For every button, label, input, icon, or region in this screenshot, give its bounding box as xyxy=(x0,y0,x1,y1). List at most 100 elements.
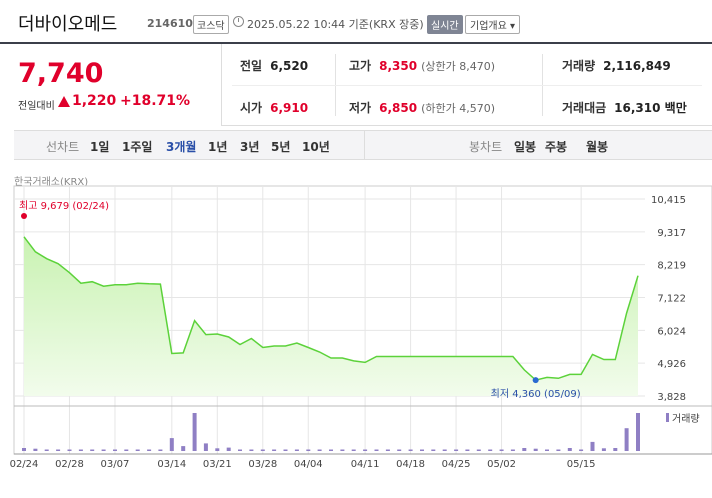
volume-bar xyxy=(181,446,186,451)
volume-bar xyxy=(590,441,595,451)
x-tick-label: 03/21 xyxy=(203,459,232,470)
current-price: 7,740 xyxy=(18,58,104,89)
volume-bar xyxy=(636,413,640,451)
y-tick-label: 3,828 xyxy=(657,392,686,403)
volume-bar xyxy=(56,449,61,451)
stat-prev-close: 전일 6,520 xyxy=(240,59,309,73)
y-tick-label: 4,926 xyxy=(657,359,686,370)
period-3m[interactable]: 3개월 xyxy=(166,140,197,154)
x-tick-label: 05/15 xyxy=(567,459,596,470)
volume-bar xyxy=(613,448,618,451)
x-tick-label: 04/04 xyxy=(294,459,323,470)
stock-code: 214610 xyxy=(147,17,193,30)
volume-bar xyxy=(556,449,561,451)
period-1y[interactable]: 1년 xyxy=(208,140,228,154)
divider xyxy=(364,131,365,159)
change-percent: +18.71% xyxy=(120,93,191,109)
price-area xyxy=(24,236,638,396)
volume-bar xyxy=(374,449,379,451)
period-10y[interactable]: 10년 xyxy=(302,140,330,154)
x-tick-label: 04/18 xyxy=(396,459,425,470)
candle-weekly[interactable]: 주봉 xyxy=(545,140,568,154)
x-tick-label: 03/07 xyxy=(101,459,130,470)
x-tick-label: 05/02 xyxy=(487,459,516,470)
market-badge: 코스닥 xyxy=(193,15,229,34)
candle-daily[interactable]: 일봉 xyxy=(514,140,537,154)
volume-bar xyxy=(408,449,413,451)
volume-bar xyxy=(510,449,515,451)
volume-bar xyxy=(78,449,83,451)
volume-bar xyxy=(363,449,368,451)
period-1w[interactable]: 1주일 xyxy=(122,140,153,154)
quote-stats: 전일 6,520 고가 8,350 (상한가 8,470) 거래량 2,116,849 … xyxy=(222,44,712,126)
price-box: 7,740 전일대비 1,220 +18.71% xyxy=(0,44,222,126)
volume-bar xyxy=(488,449,493,451)
change-label: 전일대비 xyxy=(18,101,55,112)
volume-bar xyxy=(158,449,163,451)
volume-bar xyxy=(545,449,549,451)
x-tick-label: 02/24 xyxy=(10,459,39,470)
volume-bar xyxy=(476,449,481,451)
volume-bar xyxy=(294,449,299,451)
volume-bar xyxy=(442,449,447,451)
volume-bar xyxy=(226,447,231,451)
volume-bar xyxy=(192,413,197,451)
stat-high: 고가 8,350 (상한가 8,470) xyxy=(349,59,495,73)
volume-bar xyxy=(351,449,356,451)
volume-bar xyxy=(147,449,152,451)
volume-bar xyxy=(124,449,129,451)
volume-bar xyxy=(397,449,402,451)
line-chart-label: 선차트 xyxy=(46,140,80,154)
period-5y[interactable]: 5년 xyxy=(271,140,291,154)
volume-bar xyxy=(317,449,322,451)
volume-bar xyxy=(420,449,424,451)
volume-legend-label: 거래량 xyxy=(672,413,700,425)
volume-bar xyxy=(215,448,220,451)
volume-bar xyxy=(385,449,390,451)
volume-bar xyxy=(329,449,333,451)
x-tick-label: 02/28 xyxy=(55,459,84,470)
high-annotation: 최고 9,679 (02/24) xyxy=(19,200,109,212)
volume-bar xyxy=(169,438,174,451)
volume-bar xyxy=(624,428,629,451)
x-tick-label: 04/11 xyxy=(351,459,380,470)
volume-bar xyxy=(249,449,254,451)
y-tick-label: 10,415 xyxy=(651,195,686,206)
period-bar: 선차트 1일 1주일 3개월 1년 3년 5년 10년 봉차트 일봉 주봉 월봉 xyxy=(14,130,712,160)
volume-bar xyxy=(499,449,504,451)
volume-bar xyxy=(90,449,95,451)
x-tick-label: 03/14 xyxy=(157,459,186,470)
volume-bar xyxy=(454,449,459,451)
y-tick-label: 7,122 xyxy=(657,293,686,304)
high-marker xyxy=(21,213,27,219)
data-source: 한국거래소(KRX) xyxy=(14,177,89,188)
volume-bar xyxy=(579,449,584,451)
volume-bar xyxy=(22,448,26,451)
volume-bar xyxy=(272,449,277,451)
company-overview-button[interactable]: 기업개요 ▾ xyxy=(465,15,520,34)
volume-bar xyxy=(465,449,470,451)
volume-bar xyxy=(567,448,572,451)
divider xyxy=(232,85,702,86)
x-tick-label: 04/25 xyxy=(442,459,471,470)
realtime-button[interactable]: 실시간 xyxy=(427,15,463,34)
stock-header: 더바이오메드 214610 코스닥 2025.05.22 10:44 기준(KR… xyxy=(0,0,712,44)
x-tick-label: 03/28 xyxy=(248,459,277,470)
candle-chart-label: 봉차트 xyxy=(469,140,503,154)
change-value: 1,220 xyxy=(72,93,117,109)
volume-bar xyxy=(101,449,106,451)
stat-open: 시가 6,910 xyxy=(240,101,309,115)
volume-bar xyxy=(260,449,265,451)
triangle-up-icon xyxy=(58,96,70,107)
volume-bar xyxy=(67,449,72,451)
volume-bar xyxy=(33,448,38,451)
period-1d[interactable]: 1일 xyxy=(90,140,110,154)
candle-monthly[interactable]: 월봉 xyxy=(586,140,609,154)
stat-low: 저가 6,850 (하한가 4,570) xyxy=(349,101,495,115)
volume-bar xyxy=(306,449,311,451)
volume-bar xyxy=(522,448,527,451)
low-marker xyxy=(532,377,539,384)
volume-bar xyxy=(135,449,140,451)
period-3y[interactable]: 3년 xyxy=(240,140,260,154)
